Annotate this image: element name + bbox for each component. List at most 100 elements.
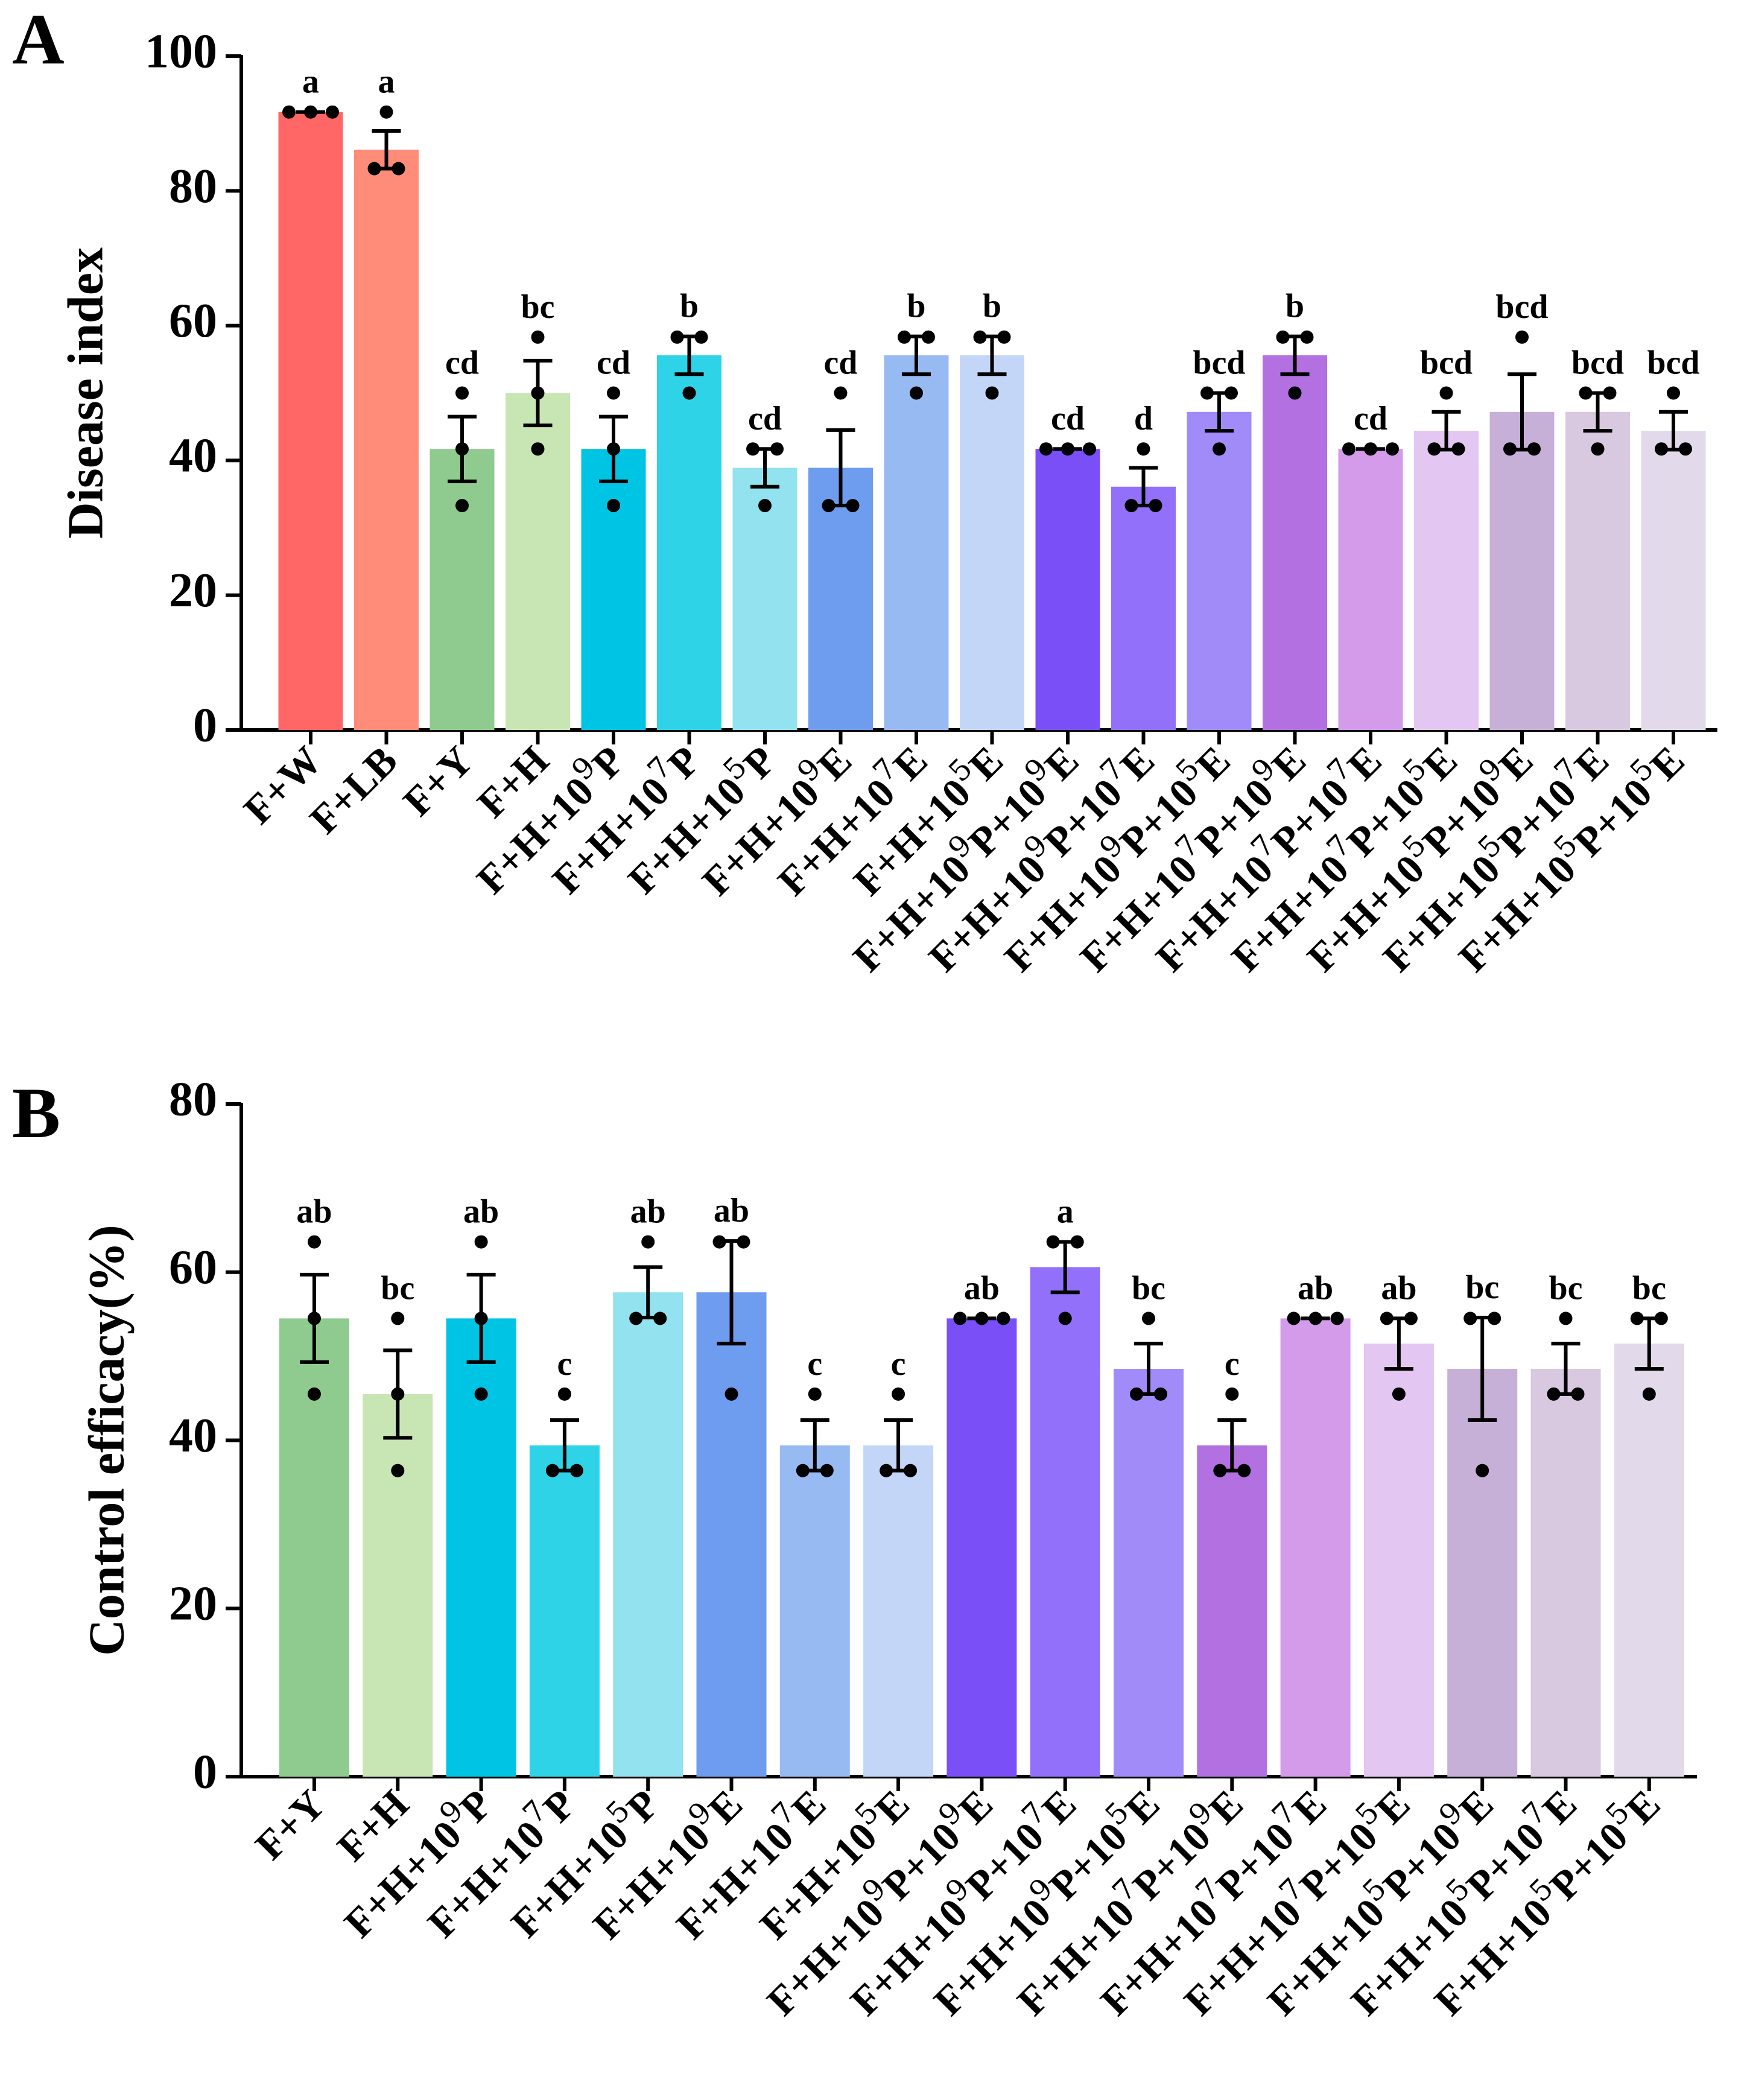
data-point bbox=[1386, 442, 1399, 456]
data-point bbox=[1288, 386, 1302, 400]
bar bbox=[529, 1445, 600, 1777]
bar bbox=[1363, 1343, 1434, 1777]
significance-label: bcd bbox=[1647, 344, 1699, 382]
data-point bbox=[1527, 442, 1541, 456]
data-point bbox=[531, 330, 545, 344]
data-point bbox=[629, 1312, 643, 1325]
data-point bbox=[455, 499, 469, 513]
data-point bbox=[1200, 386, 1214, 400]
data-point bbox=[904, 1464, 918, 1477]
data-point bbox=[1300, 330, 1314, 344]
data-point bbox=[607, 442, 620, 456]
data-point bbox=[391, 1464, 405, 1477]
data-point bbox=[1342, 442, 1356, 456]
y-tick-label: 20 bbox=[169, 1578, 217, 1631]
data-point bbox=[1142, 1312, 1155, 1325]
data-point bbox=[1667, 386, 1680, 400]
significance-label: b bbox=[907, 288, 925, 325]
data-point bbox=[308, 1387, 321, 1401]
significance-label: cd bbox=[824, 344, 858, 382]
data-point bbox=[973, 330, 987, 344]
data-point bbox=[1130, 1387, 1143, 1401]
data-point bbox=[1654, 1312, 1668, 1325]
data-point bbox=[1404, 1312, 1418, 1325]
significance-label: d bbox=[1134, 400, 1153, 437]
y-tick-label: 100 bbox=[145, 25, 217, 78]
data-point bbox=[308, 1312, 321, 1325]
significance-label: cd bbox=[1354, 400, 1387, 437]
data-point bbox=[1451, 442, 1465, 456]
data-point bbox=[1463, 1312, 1477, 1325]
data-point bbox=[880, 1464, 893, 1477]
category-label: F+LB bbox=[300, 737, 406, 843]
significance-label: c bbox=[557, 1345, 572, 1383]
significance-label: a bbox=[1057, 1193, 1074, 1231]
data-point bbox=[808, 1387, 822, 1401]
data-point bbox=[997, 330, 1011, 344]
significance-label: ab bbox=[1298, 1269, 1333, 1307]
data-point bbox=[1571, 1387, 1585, 1401]
significance-label: c bbox=[1225, 1345, 1240, 1383]
significance-label: b bbox=[983, 288, 1001, 325]
data-point bbox=[985, 386, 999, 400]
data-point bbox=[531, 442, 545, 456]
y-tick-label: 0 bbox=[193, 699, 217, 752]
category-label: F+Y bbox=[246, 1781, 334, 1868]
bar bbox=[657, 355, 721, 730]
data-point bbox=[1427, 442, 1441, 456]
category-label: F+Y bbox=[394, 737, 481, 825]
y-tick-label: 80 bbox=[169, 1073, 217, 1126]
bar bbox=[1338, 449, 1403, 730]
data-point bbox=[694, 330, 708, 344]
data-point bbox=[770, 442, 784, 456]
data-point bbox=[391, 1312, 405, 1325]
data-point bbox=[1225, 1387, 1239, 1401]
bar bbox=[1489, 411, 1555, 730]
bar bbox=[1114, 1369, 1184, 1777]
data-point bbox=[1655, 442, 1668, 456]
bar bbox=[1614, 1343, 1684, 1777]
category-label-group: F+Y bbox=[394, 737, 481, 825]
significance-label: bcd bbox=[1420, 344, 1473, 382]
bar bbox=[1414, 431, 1479, 730]
data-point bbox=[758, 499, 772, 513]
data-point bbox=[737, 1235, 750, 1249]
data-point bbox=[953, 1312, 967, 1325]
data-point bbox=[1579, 386, 1593, 400]
data-point bbox=[607, 386, 620, 400]
significance-label: bc bbox=[1632, 1269, 1666, 1307]
significance-label: ab bbox=[964, 1269, 1000, 1307]
data-point bbox=[1630, 1312, 1644, 1325]
data-point bbox=[1149, 499, 1162, 513]
data-point bbox=[1503, 442, 1517, 456]
data-point bbox=[1308, 1312, 1322, 1325]
significance-label: bcd bbox=[1193, 344, 1245, 382]
data-point bbox=[796, 1464, 810, 1477]
data-point bbox=[910, 386, 923, 400]
bar bbox=[430, 449, 495, 730]
data-point bbox=[922, 330, 935, 344]
data-point bbox=[391, 1387, 405, 1401]
data-point bbox=[1547, 1387, 1561, 1401]
data-point bbox=[1124, 499, 1138, 513]
data-point bbox=[898, 330, 911, 344]
significance-label: b bbox=[680, 288, 699, 325]
data-point bbox=[725, 1387, 738, 1401]
data-point bbox=[1276, 330, 1290, 344]
data-point bbox=[746, 442, 759, 456]
data-point bbox=[1213, 442, 1226, 456]
significance-label: a bbox=[302, 63, 319, 101]
data-point bbox=[1515, 330, 1529, 344]
significance-label: c bbox=[891, 1345, 906, 1383]
data-point bbox=[1591, 442, 1605, 456]
bar bbox=[1197, 1445, 1267, 1777]
significance-label: bc bbox=[1549, 1269, 1583, 1307]
data-point bbox=[1364, 442, 1377, 456]
bar bbox=[696, 1292, 767, 1777]
significance-label: cd bbox=[445, 344, 479, 382]
significance-label: cd bbox=[748, 400, 782, 437]
significance-label: ab bbox=[296, 1193, 332, 1231]
data-point bbox=[1330, 1312, 1344, 1325]
